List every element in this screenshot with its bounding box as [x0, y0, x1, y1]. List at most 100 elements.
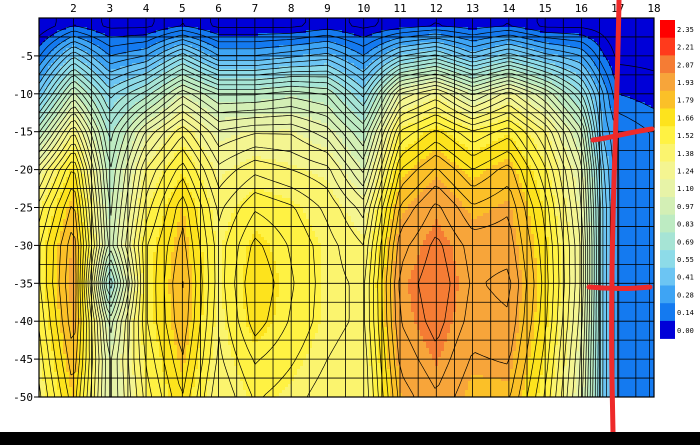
contour-cell — [468, 63, 472, 67]
contour-cell — [633, 33, 637, 37]
contour-cell — [264, 36, 268, 40]
contour-cell — [120, 51, 124, 55]
contour-cell — [195, 39, 199, 43]
contour-cell — [591, 18, 595, 22]
contour-cell — [348, 57, 352, 61]
contour-cell — [573, 36, 577, 40]
contour-cell — [510, 84, 514, 88]
contour-cell — [630, 66, 634, 70]
contour-cell — [99, 66, 103, 70]
contour-cell — [624, 30, 628, 34]
contour-cell — [405, 33, 409, 37]
contour-cell — [432, 60, 436, 64]
contour-cell — [333, 18, 337, 22]
contour-cell — [51, 39, 55, 43]
contour-cell — [366, 24, 370, 28]
contour-cell — [477, 36, 481, 40]
contour-cell — [441, 21, 445, 25]
contour-cell — [78, 39, 82, 43]
contour-cell — [585, 48, 589, 52]
contour-cell — [135, 24, 139, 28]
contour-cell — [396, 39, 400, 43]
contour-cell — [627, 48, 631, 52]
contour-cell — [279, 45, 283, 49]
contour-cell — [93, 45, 97, 49]
contour-cell — [213, 18, 217, 22]
contour-cell — [627, 36, 631, 40]
contour-cell — [561, 60, 565, 64]
contour-cell — [294, 45, 298, 49]
contour-cell — [624, 75, 628, 79]
contour-cell — [132, 90, 136, 94]
contour-cell — [588, 48, 592, 52]
contour-cell — [444, 81, 448, 85]
contour-cell — [459, 84, 463, 88]
contour-cell — [171, 75, 175, 79]
contour-cell — [201, 21, 205, 25]
contour-cell — [231, 42, 235, 46]
contour-cell — [603, 24, 607, 28]
contour-cell — [537, 78, 541, 82]
contour-cell — [432, 63, 436, 67]
contour-cell — [642, 87, 646, 91]
contour-cell — [603, 57, 607, 61]
contour-cell — [132, 51, 136, 55]
contour-cell — [159, 72, 163, 76]
contour-cell — [87, 45, 91, 49]
contour-cell — [267, 69, 271, 73]
contour-cell — [156, 78, 160, 82]
contour-cell — [171, 30, 175, 34]
contour-cell — [390, 51, 394, 55]
contour-cell — [60, 33, 64, 37]
contour-cell — [84, 42, 88, 46]
contour-cell — [534, 72, 538, 76]
contour-cell — [381, 72, 385, 76]
contour-cell — [399, 45, 403, 49]
contour-cell — [177, 27, 181, 31]
contour-cell — [123, 45, 127, 49]
contour-cell — [183, 78, 187, 82]
contour-cell — [324, 84, 328, 88]
contour-cell — [561, 84, 565, 88]
contour-cell — [522, 24, 526, 28]
contour-cell — [39, 42, 43, 46]
contour-cell — [114, 75, 118, 79]
contour-cell — [624, 24, 628, 28]
contour-cell — [309, 42, 313, 46]
contour-cell — [267, 63, 271, 67]
contour-cell — [54, 75, 58, 79]
contour-cell — [333, 30, 337, 34]
contour-cell — [411, 45, 415, 49]
contour-cell — [546, 78, 550, 82]
contour-cell — [54, 18, 58, 22]
contour-cell — [288, 63, 292, 67]
contour-cell — [282, 75, 286, 79]
contour-cell — [498, 69, 502, 73]
contour-cell — [63, 69, 67, 73]
contour-cell — [450, 21, 454, 25]
contour-cell — [66, 81, 70, 85]
contour-cell — [135, 39, 139, 43]
contour-cell — [120, 18, 124, 22]
contour-cell — [333, 66, 337, 70]
contour-cell — [231, 30, 235, 34]
contour-cell — [318, 87, 322, 91]
contour-cell — [249, 84, 253, 88]
contour-cell — [516, 24, 520, 28]
contour-cell — [180, 75, 184, 79]
contour-cell — [42, 21, 46, 25]
contour-cell — [321, 51, 325, 55]
contour-cell — [345, 21, 349, 25]
contour-cell — [573, 30, 577, 34]
contour-cell — [171, 33, 175, 37]
contour-cell — [252, 66, 256, 70]
contour-cell — [498, 57, 502, 61]
contour-cell — [60, 90, 64, 94]
contour-cell — [201, 57, 205, 61]
contour-cell — [168, 51, 172, 55]
contour-cell — [600, 72, 604, 76]
contour-cell — [456, 45, 460, 49]
contour-cell — [384, 81, 388, 85]
contour-cell — [294, 33, 298, 37]
contour-cell — [567, 42, 571, 46]
